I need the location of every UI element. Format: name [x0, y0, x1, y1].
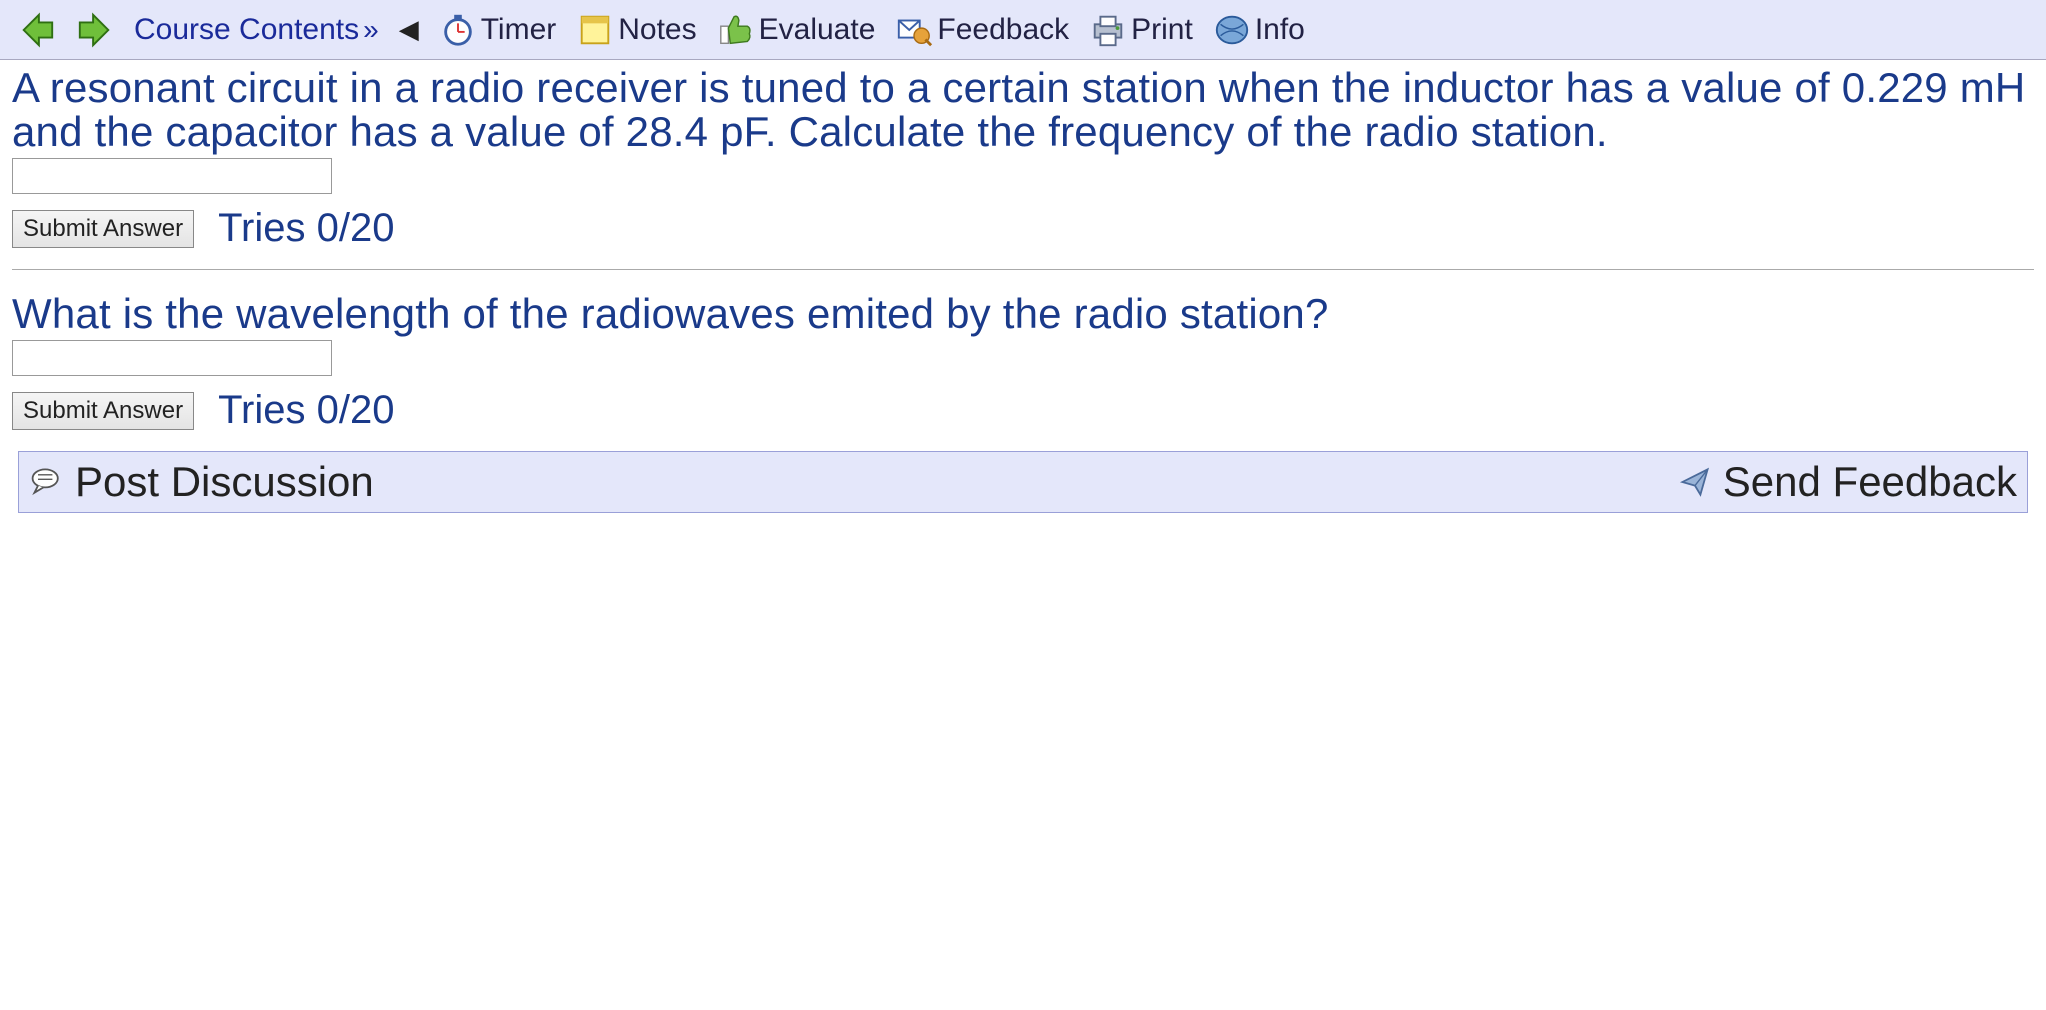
- printer-icon: [1089, 11, 1127, 49]
- submit-row-2: Submit Answer Tries 0/20: [12, 388, 2034, 433]
- discussion-icon: [29, 464, 65, 500]
- toolbar: Course Contents » ◀ Timer Notes Evaluate: [0, 0, 2046, 60]
- send-feedback-label: Send Feedback: [1723, 458, 2017, 506]
- tries-1-text: Tries 0/20: [218, 206, 394, 251]
- send-feedback-button[interactable]: Send Feedback: [1677, 458, 2017, 506]
- collapse-triangle-button[interactable]: ◀: [393, 12, 425, 47]
- chevron-icon: »: [363, 14, 379, 46]
- post-discussion-label: Post Discussion: [75, 458, 374, 506]
- print-label: Print: [1131, 13, 1193, 47]
- submit-row-1: Submit Answer Tries 0/20: [12, 206, 2034, 251]
- nav-prev-button[interactable]: [12, 9, 62, 51]
- feedback-label: Feedback: [937, 13, 1069, 47]
- post-discussion-button[interactable]: Post Discussion: [29, 458, 374, 506]
- course-contents-label: Course Contents: [134, 13, 359, 47]
- info-button[interactable]: Info: [1207, 9, 1311, 51]
- submit-answer-2-button[interactable]: Submit Answer: [12, 392, 194, 430]
- notes-label: Notes: [618, 13, 696, 47]
- timer-button[interactable]: Timer: [433, 9, 563, 51]
- send-feedback-icon: [1677, 464, 1713, 500]
- evaluate-button[interactable]: Evaluate: [711, 9, 882, 51]
- footer-bar: Post Discussion Send Feedback: [18, 451, 2028, 513]
- info-icon: [1213, 11, 1251, 49]
- evaluate-label: Evaluate: [759, 13, 876, 47]
- thumbs-up-icon: [717, 11, 755, 49]
- timer-label: Timer: [481, 13, 557, 47]
- notes-button[interactable]: Notes: [570, 9, 702, 51]
- content-area: A resonant circuit in a radio receiver i…: [0, 60, 2046, 525]
- timer-icon: [439, 11, 477, 49]
- arrow-right-icon: [76, 11, 114, 49]
- feedback-button[interactable]: Feedback: [889, 9, 1075, 51]
- question-2-text: What is the wavelength of the radiowaves…: [12, 292, 2034, 336]
- question-1-text: A resonant circuit in a radio receiver i…: [12, 66, 2034, 154]
- arrow-left-icon: [18, 11, 56, 49]
- course-contents-link[interactable]: Course Contents »: [128, 11, 385, 49]
- answer-2-input[interactable]: [12, 340, 332, 376]
- answer-1-input[interactable]: [12, 158, 332, 194]
- info-label: Info: [1255, 13, 1305, 47]
- submit-answer-1-button[interactable]: Submit Answer: [12, 210, 194, 248]
- print-button[interactable]: Print: [1083, 9, 1199, 51]
- nav-next-button[interactable]: [70, 9, 120, 51]
- notes-icon: [576, 11, 614, 49]
- tries-2-text: Tries 0/20: [218, 388, 394, 433]
- feedback-icon: [895, 11, 933, 49]
- divider: [12, 269, 2034, 270]
